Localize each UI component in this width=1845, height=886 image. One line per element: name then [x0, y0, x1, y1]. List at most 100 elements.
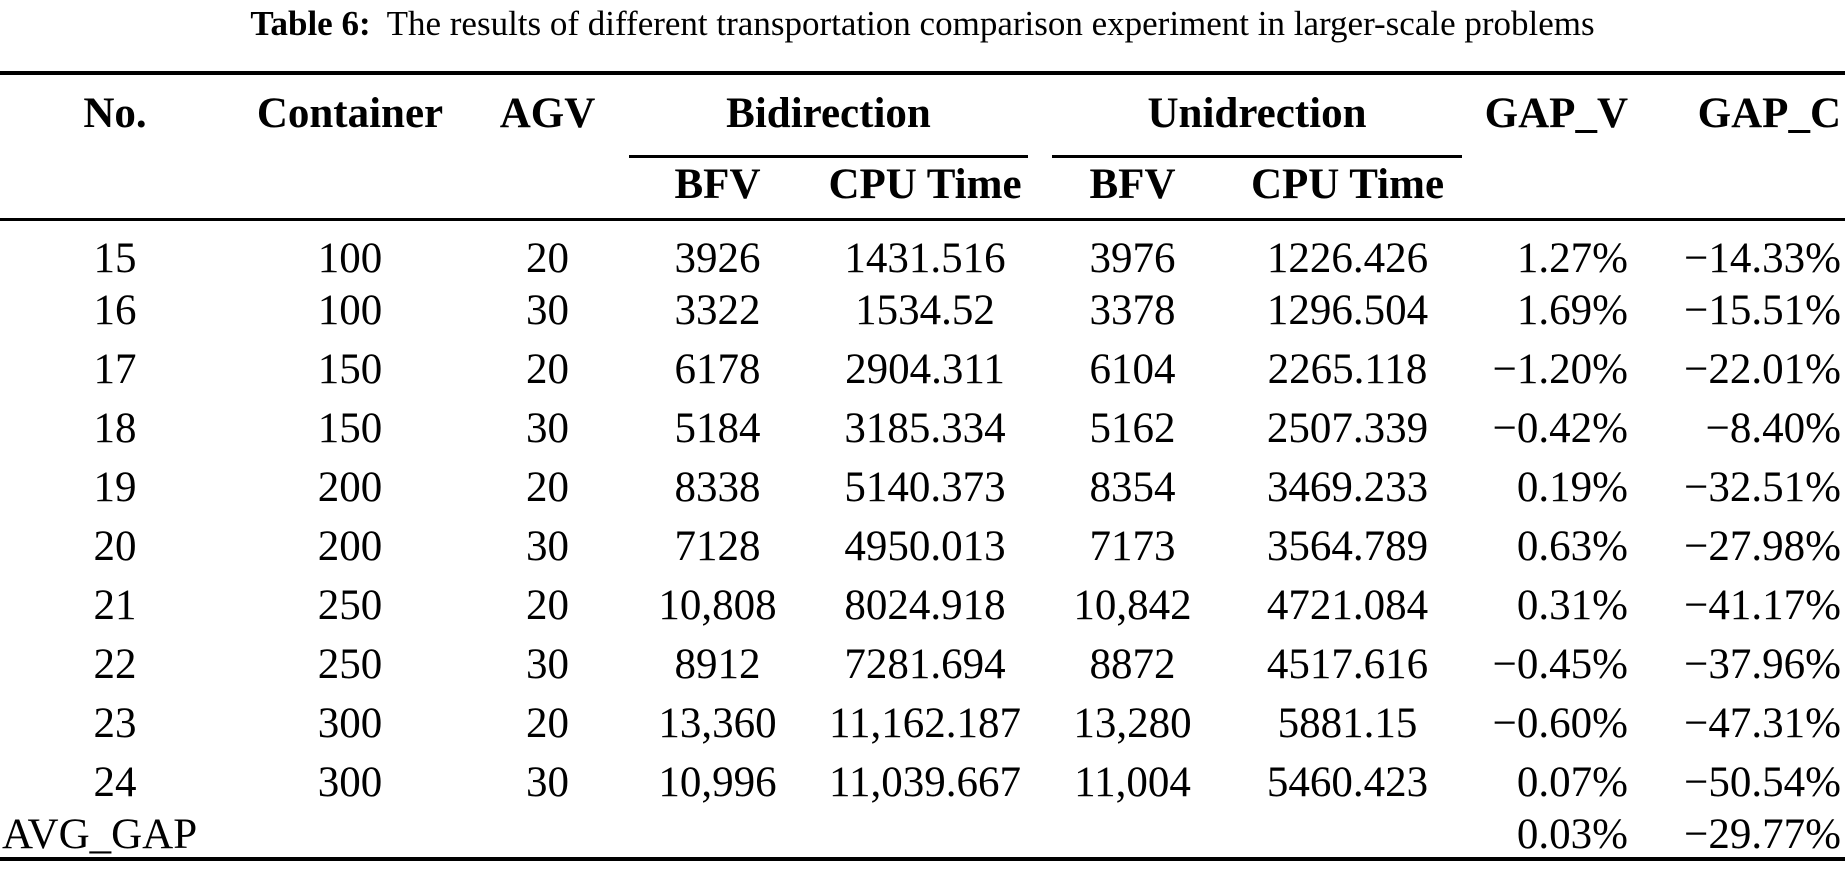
cell-bi-bfv: 13,360 [658, 700, 777, 747]
col-group-unidrection-label: Unidrection [1052, 89, 1462, 158]
cell-bi-bfv: 10,996 [658, 759, 777, 806]
col-header-agv: AGV [499, 90, 596, 137]
cell-bi-bfv: 3322 [674, 287, 761, 334]
cell-uni-cpu: 1226.426 [1266, 235, 1429, 282]
cell-container: 200 [317, 464, 383, 511]
cell-gap-c: −27.98% [1684, 523, 1841, 570]
cell-gap-v: 0.19% [1516, 464, 1628, 511]
cell-agv: 30 [526, 287, 569, 334]
cell-no: 17 [93, 346, 137, 393]
cell-no: 19 [93, 464, 137, 511]
cell-uni-cpu: 3469.233 [1266, 464, 1429, 511]
cell-gap-v: 0.31% [1516, 582, 1628, 629]
cell-bi-bfv: 8338 [674, 464, 761, 511]
cell-container: 200 [317, 523, 383, 570]
cell-uni-cpu: 4517.616 [1266, 641, 1429, 688]
cell-uni-cpu: 5881.15 [1277, 700, 1418, 747]
cell-container: 100 [317, 235, 383, 282]
col-group-unidrection: Unidrection [1040, 73, 1470, 158]
cell-agv: 30 [526, 759, 569, 806]
cell-no: 21 [93, 582, 137, 629]
cell-uni-cpu: 2265.118 [1267, 346, 1428, 393]
cell-no: 22 [93, 641, 137, 688]
col-group-bidirection: Bidirection [625, 73, 1040, 158]
results-table: No. Container AGV Bidirection Unidrectio… [0, 71, 1845, 861]
cell-gap-c: −37.96% [1684, 641, 1841, 688]
cell-gap-c: −47.31% [1684, 700, 1841, 747]
cell-gap-c: −15.51% [1684, 287, 1841, 334]
cell-agv: 20 [526, 464, 569, 511]
col-header-container: Container [256, 90, 444, 137]
cell-bi-cpu: 1534.52 [855, 287, 995, 334]
table-caption-text: The results of different transportation … [386, 4, 1595, 43]
cell-no: 16 [93, 287, 137, 334]
table-caption-label: Table 6: [250, 4, 371, 43]
cell-uni-bfv: 6104 [1089, 346, 1176, 393]
cell-container: 150 [317, 405, 383, 452]
cell-uni-cpu: 3564.789 [1266, 523, 1429, 570]
cell-uni-cpu: 5460.423 [1266, 759, 1429, 806]
col-header-gap-v: GAP_V [1484, 90, 1628, 137]
table-row: 22 250 30 8912 7281.694 8872 4517.616 −0… [0, 635, 1845, 694]
cell-gap-v: 0.07% [1516, 759, 1628, 806]
cell-container: 100 [317, 287, 383, 334]
table-row: 15 100 20 3926 1431.516 3976 1226.426 1.… [0, 220, 1845, 282]
header-row-groups: No. Container AGV Bidirection Unidrectio… [0, 73, 1845, 158]
cell-uni-bfv: 3976 [1089, 235, 1176, 282]
cell-no: 23 [93, 700, 137, 747]
cell-no: 18 [93, 405, 137, 452]
cell-gap-v: −1.20% [1492, 346, 1628, 393]
avg-gap-v: 0.03% [1516, 811, 1628, 858]
col-header-no: No. [83, 90, 147, 137]
cell-no: 15 [93, 235, 137, 282]
cell-agv: 20 [526, 700, 569, 747]
cell-uni-bfv: 7173 [1089, 523, 1176, 570]
cell-bi-cpu: 5140.373 [844, 464, 1006, 511]
table-row: 20 200 30 7128 4950.013 7173 3564.789 0.… [0, 517, 1845, 576]
cell-uni-bfv: 8354 [1089, 464, 1176, 511]
cell-gap-v: −0.42% [1492, 405, 1628, 452]
table-header: No. Container AGV Bidirection Unidrectio… [0, 73, 1845, 220]
col-header-uni-bfv: BFV [1089, 161, 1176, 208]
cell-bi-bfv: 8912 [674, 641, 761, 688]
cell-bi-cpu: 8024.918 [844, 582, 1006, 629]
col-header-gap-c: GAP_C [1697, 90, 1841, 137]
avg-gap-c: −29.77% [1684, 811, 1841, 858]
cell-agv: 30 [526, 405, 569, 452]
col-header-bi-bfv: BFV [674, 161, 761, 208]
cell-uni-bfv: 5162 [1089, 405, 1176, 452]
cell-bi-cpu: 11,039.667 [829, 759, 1021, 806]
cell-uni-cpu: 2507.339 [1266, 405, 1429, 452]
cell-uni-bfv: 11,004 [1074, 759, 1191, 806]
cell-bi-bfv: 7128 [674, 523, 761, 570]
cell-bi-bfv: 3926 [674, 235, 761, 282]
cell-bi-cpu: 2904.311 [845, 346, 1005, 393]
cell-gap-v: −0.60% [1492, 700, 1628, 747]
cell-gap-c: −8.40% [1705, 405, 1841, 452]
cell-bi-cpu: 3185.334 [844, 405, 1006, 452]
cell-container: 150 [317, 346, 383, 393]
table-row: 23 300 20 13,360 11,162.187 13,280 5881.… [0, 694, 1845, 753]
cell-gap-v: 1.27% [1516, 235, 1628, 282]
table-row: 19 200 20 8338 5140.373 8354 3469.233 0.… [0, 458, 1845, 517]
cell-agv: 20 [526, 235, 569, 282]
cell-no: 20 [93, 523, 137, 570]
col-group-bidirection-label: Bidirection [629, 89, 1028, 158]
header-row-sub: BFV CPU Time BFV CPU Time [0, 158, 1845, 220]
cell-bi-cpu: 1431.516 [844, 235, 1006, 282]
cell-bi-bfv: 10,808 [658, 582, 777, 629]
cell-uni-bfv: 8872 [1089, 641, 1176, 688]
cell-uni-bfv: 13,280 [1073, 700, 1192, 747]
cell-uni-cpu: 4721.084 [1266, 582, 1429, 629]
table-row: 18 150 30 5184 3185.334 5162 2507.339 −0… [0, 399, 1845, 458]
cell-container: 300 [317, 700, 383, 747]
cell-uni-bfv: 3378 [1089, 287, 1176, 334]
table-caption: Table 6: The results of different transpo… [0, 0, 1845, 71]
cell-uni-cpu: 1296.504 [1266, 287, 1429, 334]
cell-gap-v: 0.63% [1516, 523, 1628, 570]
cell-bi-cpu: 11,162.187 [829, 700, 1021, 747]
cell-no: 24 [93, 759, 137, 806]
cell-gap-c: −41.17% [1684, 582, 1841, 629]
cell-bi-cpu: 7281.694 [844, 641, 1006, 688]
